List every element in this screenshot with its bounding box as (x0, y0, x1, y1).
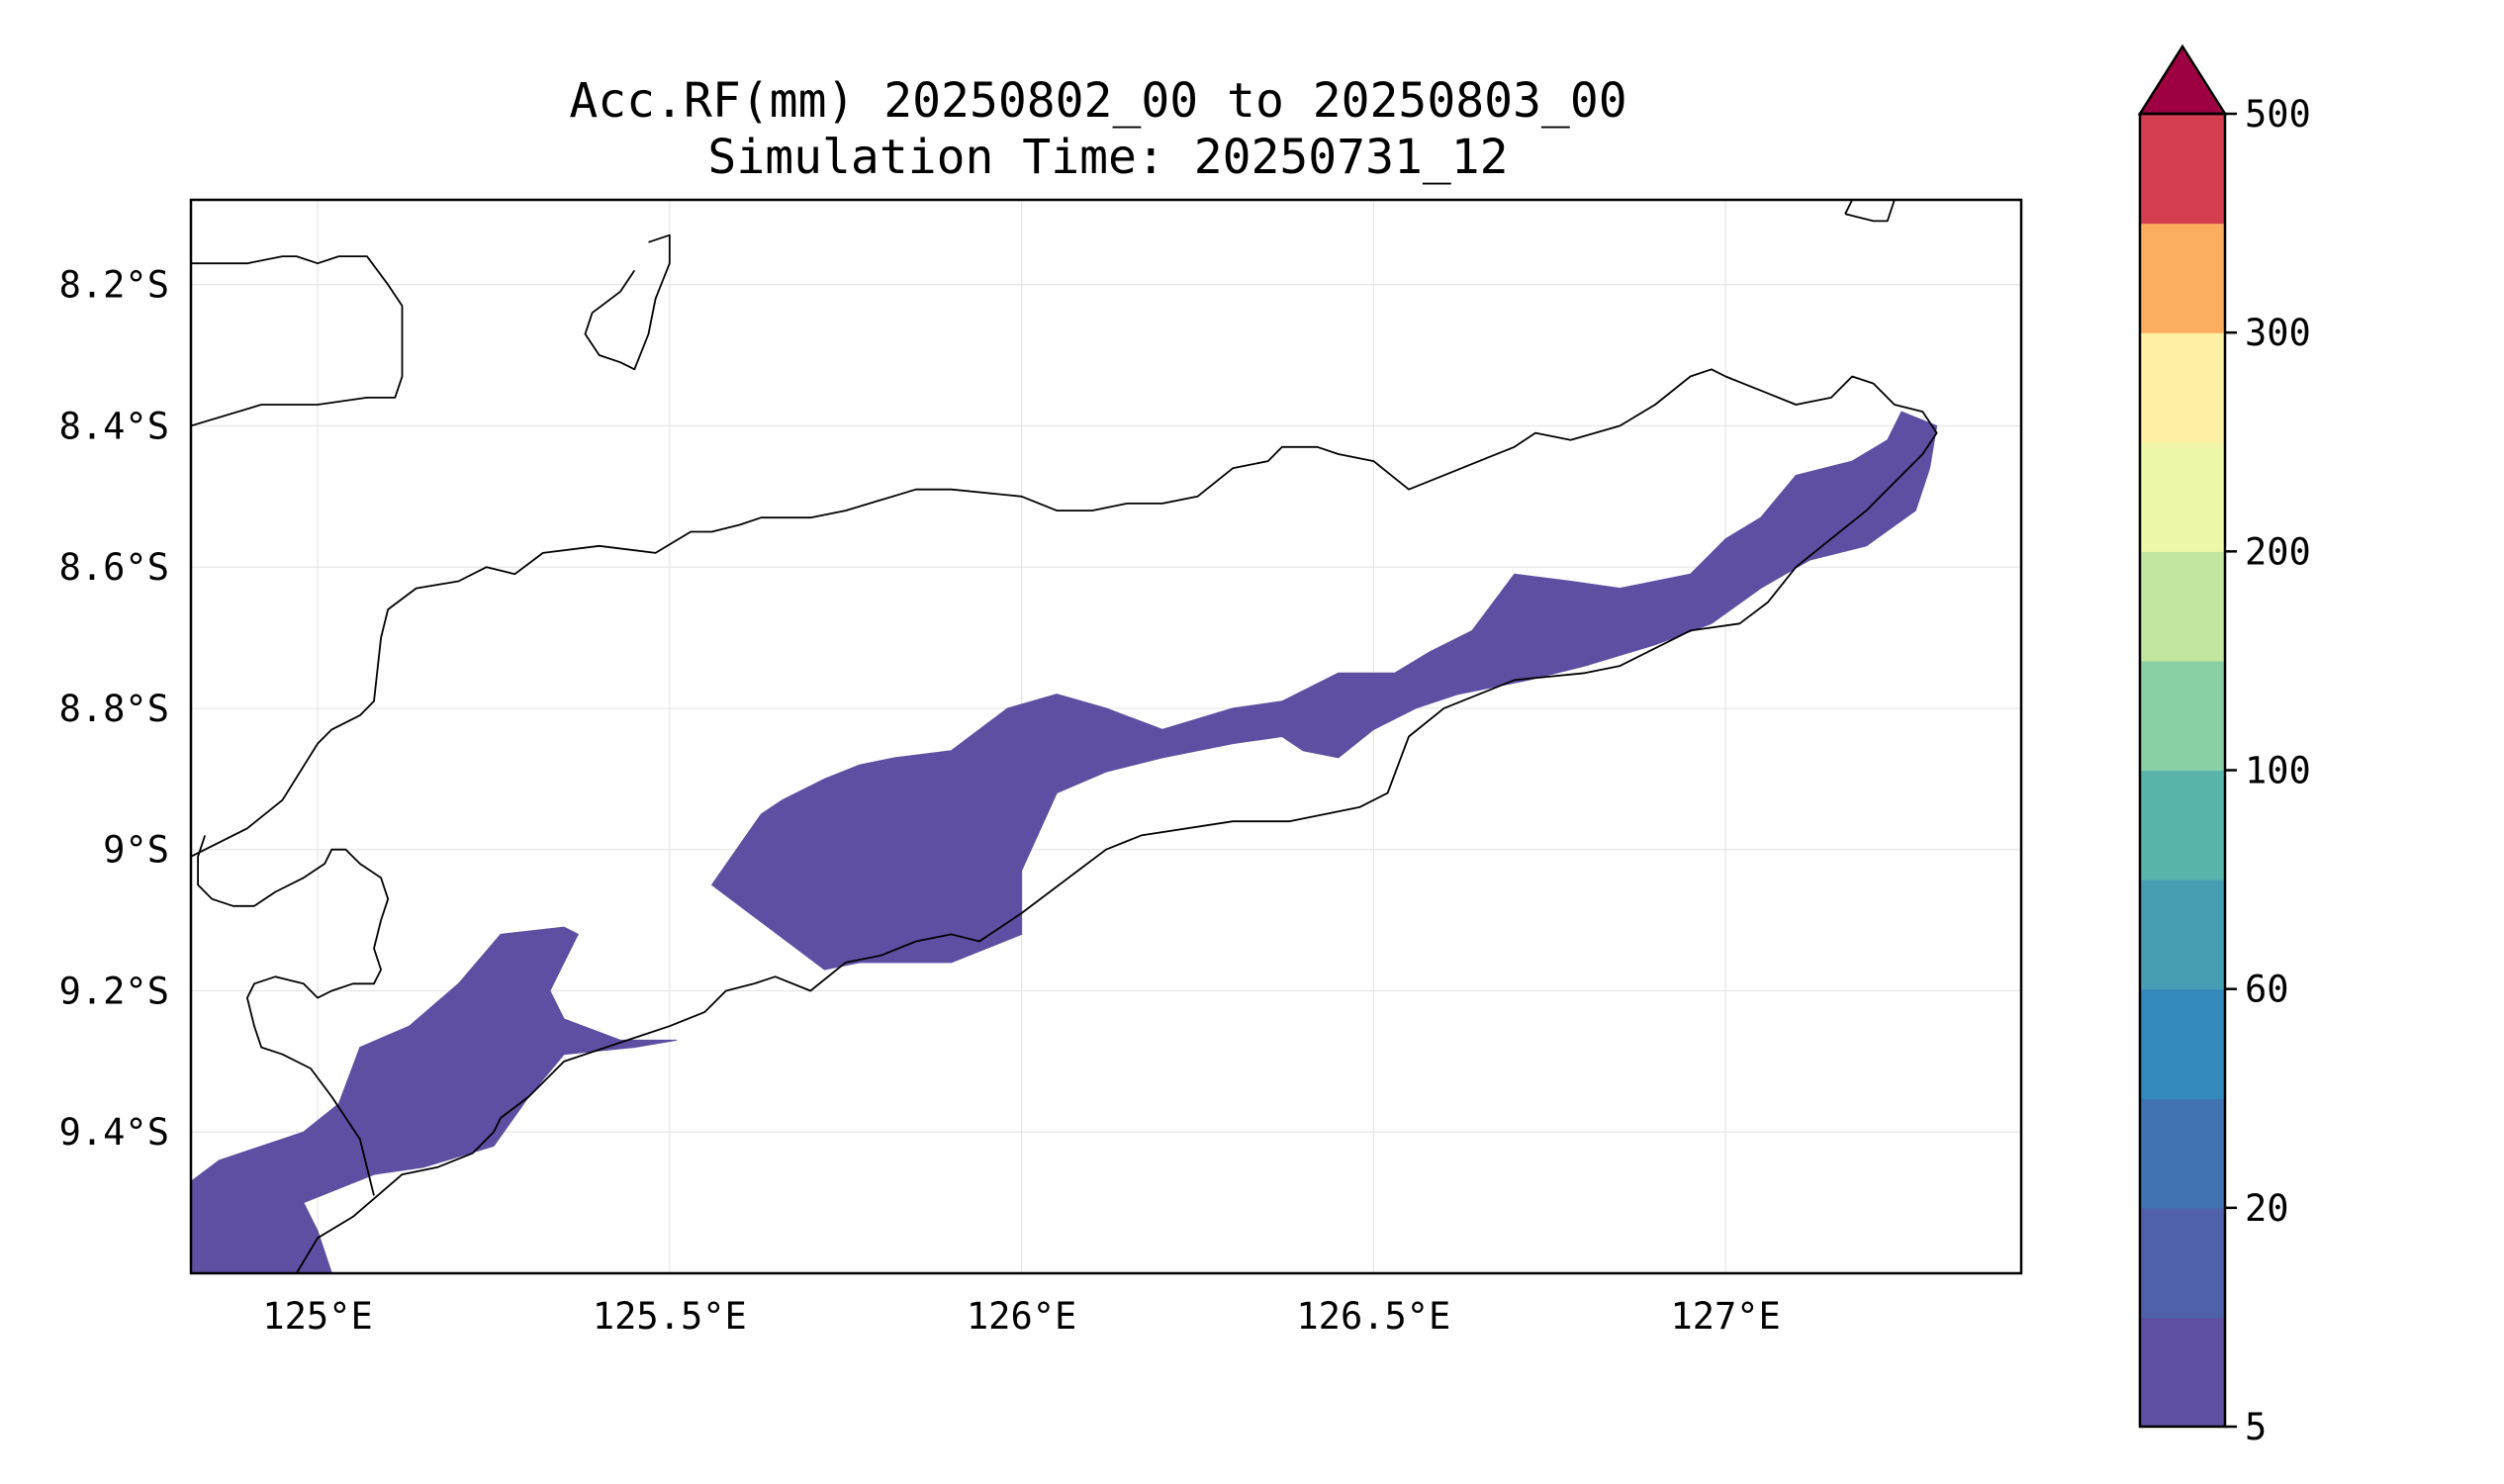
colorbar-segment (2140, 1098, 2225, 1208)
lon-tick-label: 125°E (262, 1295, 372, 1338)
latitude-ticks: 8.2°S 8.4°S 8.6°S 8.8°S 9°S 9.2°S 9.4°S (59, 264, 169, 1155)
colorbar: 5 20 60 100 200 300 500 (2140, 46, 2311, 1448)
colorbar-tick-label: 100 (2245, 750, 2311, 792)
rainfall-areas (191, 412, 1937, 1273)
colorbar-tick-label: 5 (2245, 1406, 2267, 1448)
colorbar-tick-label: 300 (2245, 312, 2311, 354)
colorbar-segment (2140, 1317, 2225, 1427)
colorbar-segment (2140, 989, 2225, 1099)
colorbar-segment (2140, 114, 2225, 224)
colorbar-tick-label: 20 (2245, 1187, 2289, 1230)
colorbar-extend-arrow (2140, 46, 2225, 114)
lat-tick-label: 8.6°S (59, 546, 169, 589)
lat-tick-label: 9°S (103, 829, 169, 872)
lon-tick-label: 126°E (967, 1295, 1076, 1338)
colorbar-segment (2140, 224, 2225, 333)
lon-tick-label: 125.5°E (593, 1295, 747, 1338)
colorbar-segment (2140, 1208, 2225, 1318)
lon-tick-label: 126.5°E (1296, 1295, 1450, 1338)
lat-tick-label: 8.4°S (59, 405, 169, 447)
lat-tick-label: 8.2°S (59, 264, 169, 307)
rainfall-figure: Acc.RF(mm) 20250802_00 to 20250803_00 Si… (0, 0, 2504, 1484)
colorbar-segment (2140, 442, 2225, 552)
colorbar-tick-label: 60 (2245, 969, 2289, 1011)
lat-tick-label: 9.2°S (59, 970, 169, 1012)
coastline (191, 256, 403, 425)
coastline (1845, 200, 1895, 221)
lat-tick-label: 8.8°S (59, 688, 169, 730)
map-title: Acc.RF(mm) 20250802_00 to 20250803_00 (569, 73, 1626, 129)
coastline (586, 235, 670, 370)
colorbar-segment (2140, 551, 2225, 661)
longitude-ticks: 125°E 125.5°E 126°E 126.5°E 127°E (262, 1295, 1780, 1338)
colorbar-tick-label: 200 (2245, 530, 2311, 573)
colorbar-segment (2140, 771, 2225, 881)
lat-tick-label: 9.4°S (59, 1111, 169, 1154)
lon-tick-label: 127°E (1670, 1295, 1780, 1338)
colorbar-segment (2140, 661, 2225, 771)
colorbar-segment (2140, 332, 2225, 442)
map-subtitle: Simulation Time: 20250731_12 (707, 130, 1508, 185)
colorbar-segment (2140, 880, 2225, 989)
colorbar-tick-label: 500 (2245, 93, 2311, 136)
rainfall-area (191, 927, 677, 1273)
